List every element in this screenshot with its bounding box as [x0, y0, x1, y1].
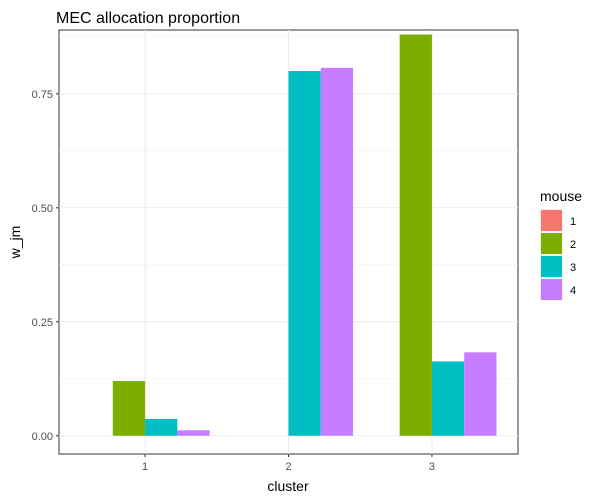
x-axis: 1 2 3	[142, 454, 435, 473]
legend: mouse 1 2 3 4	[540, 188, 582, 301]
bar-mouse-4-cluster-2	[320, 67, 354, 436]
bar-mouse-2-cluster-3	[399, 34, 432, 436]
bar-mouse-3-cluster-2	[288, 71, 321, 436]
x-tick-label: 3	[429, 461, 435, 473]
legend-label: 4	[570, 285, 576, 297]
legend-swatch	[541, 210, 562, 231]
bar-mouse-2-cluster-1	[112, 381, 146, 436]
y-tick-label: 0.75	[32, 89, 53, 101]
legend-label: 3	[570, 262, 576, 274]
bars	[112, 34, 497, 436]
legend-label: 2	[570, 239, 576, 251]
legend-swatch	[541, 233, 562, 254]
x-axis-title: cluster	[267, 478, 309, 494]
legend-swatch	[541, 256, 562, 277]
legend-label: 1	[570, 216, 576, 228]
y-tick-label: 0.00	[32, 431, 53, 443]
x-tick-label: 1	[142, 461, 148, 473]
legend-swatch	[541, 279, 562, 300]
y-axis-title: w_jm	[7, 226, 23, 260]
legend-title: mouse	[540, 188, 582, 204]
bar-mouse-4-cluster-1	[177, 430, 210, 436]
y-tick-label: 0.25	[32, 317, 53, 329]
bar-mouse-4-cluster-3	[464, 352, 497, 436]
y-axis: 0.00 0.25 0.50 0.75	[32, 89, 59, 443]
bar-mouse-3-cluster-3	[431, 361, 465, 436]
x-tick-label: 2	[285, 461, 291, 473]
bar-mouse-3-cluster-1	[145, 418, 178, 436]
y-tick-label: 0.50	[32, 203, 53, 215]
chart-title: MEC allocation proportion	[56, 10, 240, 27]
